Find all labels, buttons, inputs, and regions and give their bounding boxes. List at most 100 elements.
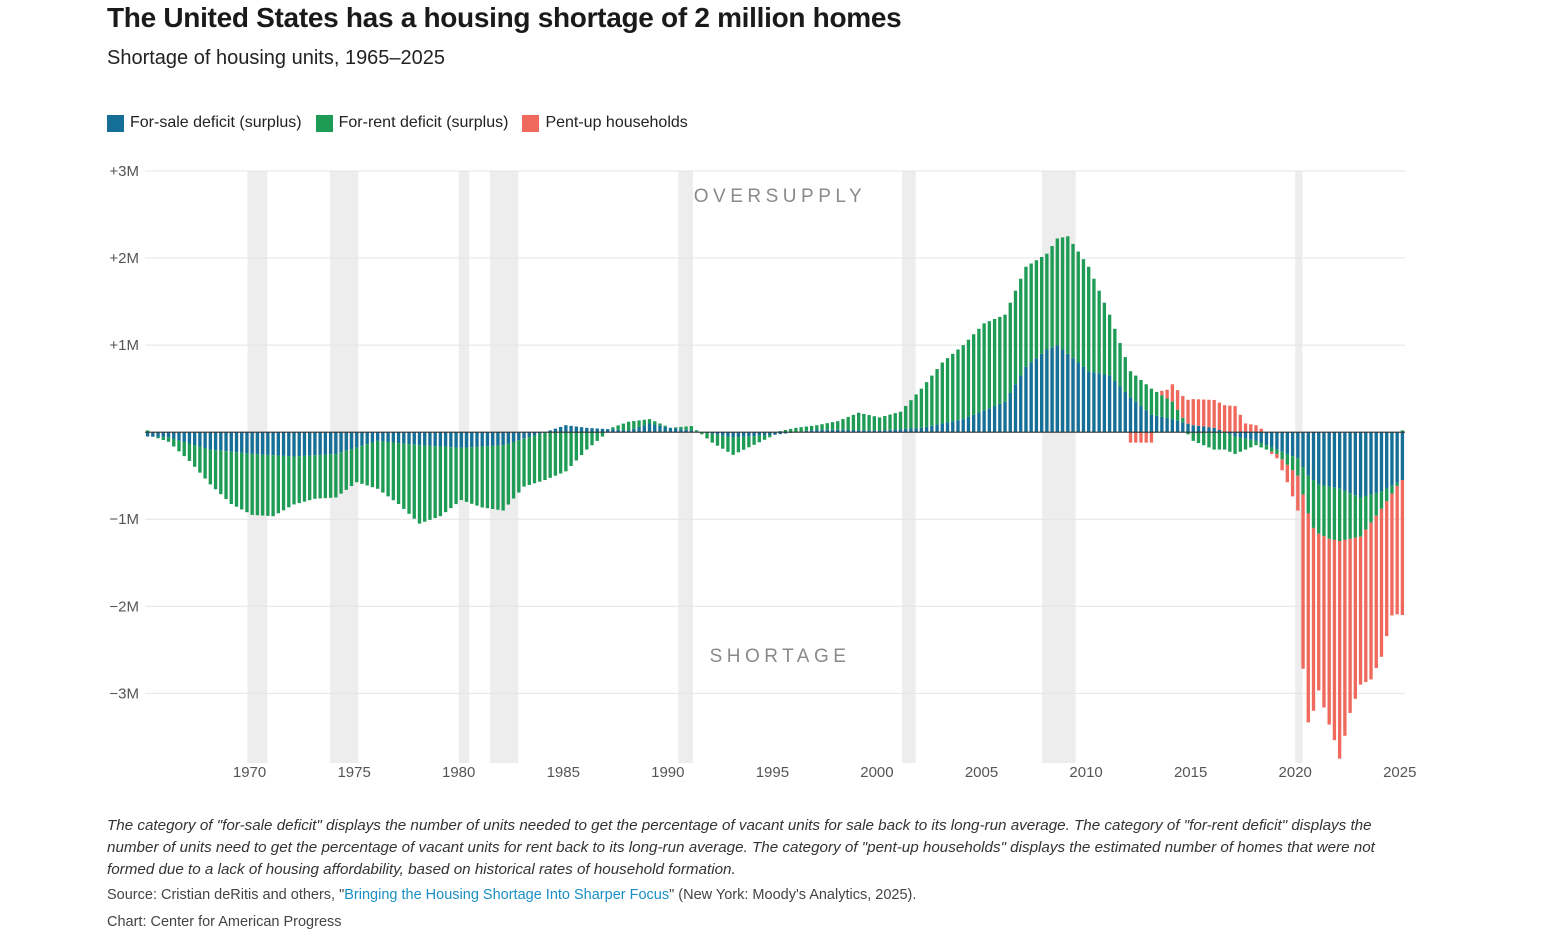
bar-1978.00-s0 [417,432,422,446]
y-tick-label: +3M [109,163,139,180]
bar-2016.75-s2 [1228,405,1232,433]
bar-1992.25-s0 [715,432,720,435]
bar-2008.75-s0 [1060,349,1065,433]
bar-1979.25-s1 [443,446,448,513]
bar-2005.50-s0 [992,406,997,433]
source-suffix: " (New York: Moody's Analytics, 2025). [669,887,917,903]
bar-1989.50-s0 [658,425,662,433]
bar-2013.25-s0 [1154,415,1159,433]
bar-2019.75-s2 [1290,470,1295,497]
bar-2022.75-s0 [1353,432,1358,496]
bar-1991.50-s1 [700,432,704,435]
bar-1982.50-s0 [511,432,516,442]
source-link[interactable]: Bringing the Housing Shortage Into Sharp… [344,887,670,903]
bar-2011.75-s1 [1123,357,1127,392]
bar-1994.25-s0 [757,432,761,436]
bar-2004.75-s1 [977,328,981,413]
bar-2017.50-s0 [1243,432,1248,439]
bar-2012.00-s1 [1128,371,1133,398]
bar-1966.50-s1 [177,440,181,452]
bar-2015.25-s2 [1196,399,1201,426]
bar-1990.25-s0 [673,428,678,433]
bar-2013.25-s1 [1154,391,1159,416]
bar-2006.00-s1 [1003,314,1007,402]
bar-2005.25-s0 [987,408,992,433]
bar-2013.50-s0 [1160,416,1164,433]
bar-2020.50-s1 [1306,475,1310,514]
bar-2001.25-s1 [904,405,908,429]
bar-2024.00-s0 [1379,432,1384,492]
bar-2009.75-s0 [1081,366,1086,433]
bar-1975.50-s1 [365,444,369,486]
bar-1997.50-s1 [825,423,829,430]
bar-2002.25-s0 [924,426,929,433]
bar-1975.75-s1 [370,442,375,488]
bar-1989.00-s1 [647,419,652,424]
bar-2013.50-s2 [1160,390,1164,396]
bar-1980.25-s0 [464,432,469,448]
bar-2013.00-s0 [1149,414,1154,433]
x-tick-label: 1980 [442,764,475,781]
bar-1983.00-s0 [522,432,526,439]
bar-1978.25-s0 [423,432,427,446]
bar-1993.00-s1 [731,437,735,455]
bar-1993.75-s0 [747,432,751,437]
bar-1977.75-s1 [412,444,416,519]
bar-2020.00-s1 [1296,458,1300,476]
bar-2004.00-s0 [961,419,965,433]
bar-2001.00-s0 [898,429,903,433]
bar-2009.50-s1 [1076,251,1080,363]
bar-2008.25-s0 [1050,347,1054,433]
bar-2013.75-s0 [1165,418,1169,433]
bar-1995.75-s1 [789,428,793,433]
bar-1978.75-s0 [433,432,437,447]
bar-2009.75-s1 [1081,259,1086,367]
bar-1970.25-s1 [255,454,260,516]
bar-2000.75-s0 [893,429,897,433]
bar-1972.00-s0 [292,432,296,457]
bar-2018.25-s1 [1259,443,1263,448]
bar-2010.75-s0 [1102,374,1107,433]
bar-1966.75-s1 [182,441,186,457]
bar-1983.50-s0 [532,432,537,436]
bar-2019.00-s1 [1275,449,1279,454]
bar-1985.75-s1 [579,432,584,456]
bar-1990.75-s1 [684,426,688,430]
bar-1993.50-s0 [741,432,746,437]
bar-2022.25-s1 [1343,490,1347,540]
bar-2009.25-s1 [1071,243,1075,359]
bar-1967.75-s0 [203,432,207,449]
bar-2011.25-s0 [1113,381,1117,433]
bar-1968.50-s0 [219,432,223,451]
legend-swatch-for-rent [315,114,333,132]
bar-1991.25-s1 [694,430,699,432]
bar-2019.25-s2 [1280,459,1284,471]
bar-1972.75-s1 [308,455,312,501]
bar-1985.75-s0 [579,427,584,433]
bar-2002.75-s1 [935,369,939,425]
bar-1980.00-s1 [459,447,463,501]
bar-1969.75-s1 [245,453,249,513]
bar-1971.75-s0 [287,432,291,457]
bar-2009.50-s0 [1076,362,1080,433]
bar-1972.50-s0 [302,432,307,456]
legend-label-for-rent: For-rent deficit (surplus) [338,114,509,131]
bar-2007.25-s1 [1029,263,1033,363]
bar-1997.75-s1 [830,422,835,430]
bar-2017.50-s2 [1243,423,1248,433]
legend-item-for-sale: For-sale deficit (surplus) [107,114,302,132]
bar-1998.25-s0 [841,429,845,433]
bar-1972.75-s0 [308,432,312,456]
bar-1973.00-s1 [313,455,317,499]
bar-1992.75-s0 [726,432,730,437]
bar-2021.00-s0 [1317,432,1321,485]
bar-1979.25-s0 [443,432,448,447]
bar-1990.25-s1 [673,427,678,429]
bar-2012.75-s2 [1144,432,1148,443]
x-tick-label: 1995 [756,764,789,781]
bar-1977.00-s0 [396,432,401,444]
bar-1989.75-s0 [663,426,667,433]
bar-2018.00-s1 [1254,440,1258,446]
bar-2012.75-s1 [1144,384,1148,411]
bar-2017.00-s0 [1233,432,1237,437]
